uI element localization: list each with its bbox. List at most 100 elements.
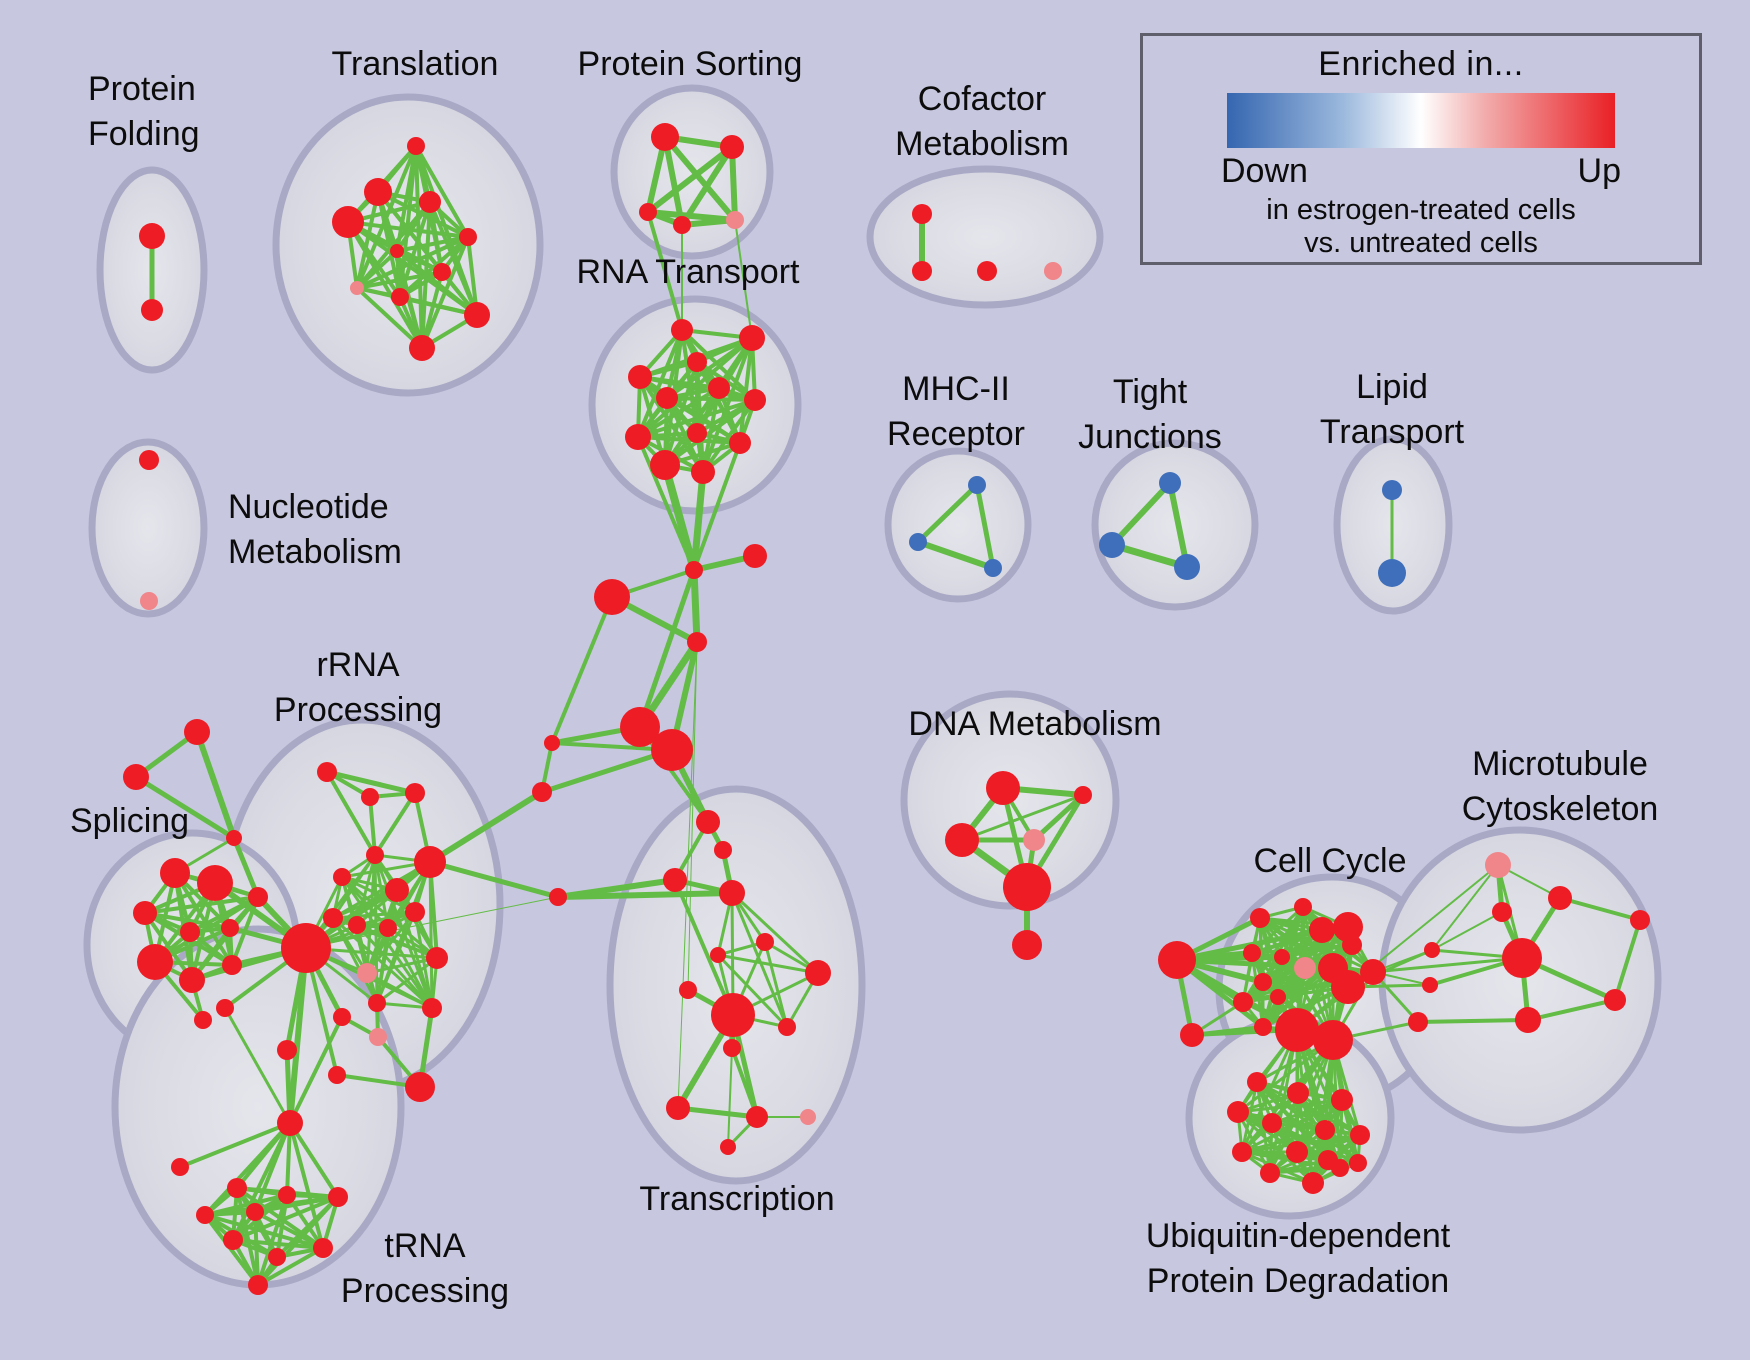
- graph-node-c16[interactable]: [1360, 959, 1386, 985]
- graph-node-tx15[interactable]: [800, 1109, 816, 1125]
- graph-node-tb3[interactable]: [328, 1187, 348, 1207]
- graph-node-rrq[interactable]: [368, 994, 386, 1012]
- graph-node-sc[interactable]: [226, 830, 242, 846]
- graph-node-u14[interactable]: [1349, 1154, 1367, 1172]
- graph-node-u1[interactable]: [1247, 1072, 1267, 1092]
- graph-node-rry[interactable]: [216, 999, 234, 1017]
- graph-node-d1[interactable]: [986, 771, 1020, 805]
- graph-node-rt7[interactable]: [744, 389, 766, 411]
- graph-node-tl7[interactable]: [433, 263, 451, 281]
- graph-node-rrl[interactable]: [379, 919, 397, 937]
- graph-node-tb6[interactable]: [223, 1230, 243, 1250]
- graph-node-sp3[interactable]: [133, 901, 157, 925]
- graph-node-tl3[interactable]: [332, 206, 364, 238]
- graph-node-m2[interactable]: [909, 533, 927, 551]
- graph-node-c3[interactable]: [1309, 917, 1335, 943]
- graph-node-u11[interactable]: [1260, 1163, 1280, 1183]
- graph-node-ps5[interactable]: [726, 211, 744, 229]
- graph-node-rrr[interactable]: [333, 1008, 351, 1026]
- graph-node-tl6[interactable]: [390, 244, 404, 258]
- graph-node-tx9[interactable]: [679, 981, 697, 999]
- graph-node-rrv[interactable]: [277, 1040, 297, 1060]
- graph-node-x1[interactable]: [685, 561, 703, 579]
- graph-node-rt11[interactable]: [650, 450, 680, 480]
- graph-node-m1[interactable]: [968, 476, 986, 494]
- graph-node-u3[interactable]: [1331, 1089, 1353, 1111]
- graph-node-k2[interactable]: [1422, 977, 1438, 993]
- graph-node-c11[interactable]: [1233, 992, 1253, 1012]
- graph-node-rrf[interactable]: [414, 846, 446, 878]
- graph-node-tl9[interactable]: [391, 288, 409, 306]
- graph-node-c13[interactable]: [1331, 970, 1365, 1004]
- graph-node-rra[interactable]: [317, 762, 337, 782]
- graph-node-mt5[interactable]: [1604, 989, 1626, 1011]
- graph-node-tn2[interactable]: [171, 1158, 189, 1176]
- graph-node-tx16[interactable]: [720, 1139, 736, 1155]
- graph-node-u8[interactable]: [1232, 1142, 1252, 1162]
- graph-node-rrx[interactable]: [405, 1072, 435, 1102]
- graph-node-rrk[interactable]: [348, 916, 366, 934]
- graph-node-c5[interactable]: [1243, 944, 1261, 962]
- graph-node-sp7[interactable]: [137, 944, 173, 980]
- graph-node-rrp[interactable]: [357, 963, 377, 983]
- graph-node-tl10[interactable]: [464, 302, 490, 328]
- graph-node-ps1[interactable]: [651, 123, 679, 151]
- graph-node-tx4[interactable]: [719, 880, 745, 906]
- graph-node-rrs[interactable]: [426, 947, 448, 969]
- graph-node-tx11[interactable]: [778, 1018, 796, 1036]
- graph-node-rrg[interactable]: [385, 878, 409, 902]
- graph-node-rrc[interactable]: [405, 783, 425, 803]
- graph-node-rre[interactable]: [333, 868, 351, 886]
- graph-node-tx10[interactable]: [711, 993, 755, 1037]
- graph-node-hp1[interactable]: [1275, 1008, 1319, 1052]
- graph-node-d6[interactable]: [1012, 930, 1042, 960]
- graph-node-rt10[interactable]: [729, 432, 751, 454]
- graph-node-rrd[interactable]: [366, 846, 384, 864]
- graph-node-l1[interactable]: [1382, 480, 1402, 500]
- graph-node-sp9[interactable]: [222, 955, 242, 975]
- graph-node-rt12[interactable]: [691, 460, 715, 484]
- graph-node-x3[interactable]: [687, 632, 707, 652]
- graph-node-j1[interactable]: [1159, 472, 1181, 494]
- graph-node-c0b[interactable]: [1180, 1023, 1204, 1047]
- graph-node-rri[interactable]: [405, 902, 425, 922]
- graph-node-rt2[interactable]: [739, 325, 765, 351]
- graph-node-h1[interactable]: [620, 707, 660, 747]
- graph-node-n1[interactable]: [139, 450, 159, 470]
- graph-node-sp1[interactable]: [160, 858, 190, 888]
- graph-node-sp4[interactable]: [248, 887, 268, 907]
- graph-node-d4[interactable]: [1023, 829, 1045, 851]
- graph-node-sp10[interactable]: [194, 1011, 212, 1029]
- graph-node-j2[interactable]: [1099, 532, 1125, 558]
- graph-node-c6[interactable]: [1274, 949, 1290, 965]
- graph-node-sa[interactable]: [184, 719, 210, 745]
- graph-node-tl4[interactable]: [419, 191, 441, 213]
- graph-node-n2[interactable]: [140, 592, 158, 610]
- graph-node-pf2[interactable]: [141, 299, 163, 321]
- graph-node-sp8[interactable]: [179, 967, 205, 993]
- graph-node-tb5[interactable]: [246, 1203, 264, 1221]
- graph-node-ps2[interactable]: [720, 135, 744, 159]
- graph-node-tx6[interactable]: [756, 933, 774, 951]
- graph-node-ps4[interactable]: [673, 216, 691, 234]
- graph-node-l2[interactable]: [1378, 559, 1406, 587]
- graph-node-mt4[interactable]: [1502, 938, 1542, 978]
- graph-node-tl11[interactable]: [409, 335, 435, 361]
- graph-node-u6[interactable]: [1315, 1120, 1335, 1140]
- graph-node-tl8[interactable]: [350, 281, 364, 295]
- graph-node-tb7[interactable]: [268, 1248, 286, 1266]
- graph-node-tb9[interactable]: [248, 1275, 268, 1295]
- graph-node-tx12[interactable]: [723, 1039, 741, 1057]
- graph-node-u7[interactable]: [1350, 1125, 1370, 1145]
- graph-node-rt3[interactable]: [628, 365, 652, 389]
- graph-node-rrt[interactable]: [422, 998, 442, 1018]
- graph-node-tn1[interactable]: [277, 1110, 303, 1136]
- graph-node-tx8[interactable]: [805, 960, 831, 986]
- graph-node-tl5[interactable]: [459, 228, 477, 246]
- graph-node-tx7[interactable]: [710, 947, 726, 963]
- graph-node-c2[interactable]: [1294, 898, 1312, 916]
- graph-node-u4[interactable]: [1227, 1101, 1249, 1123]
- graph-node-d2[interactable]: [1074, 786, 1092, 804]
- graph-node-rt9[interactable]: [687, 423, 707, 443]
- graph-node-sp5[interactable]: [180, 922, 200, 942]
